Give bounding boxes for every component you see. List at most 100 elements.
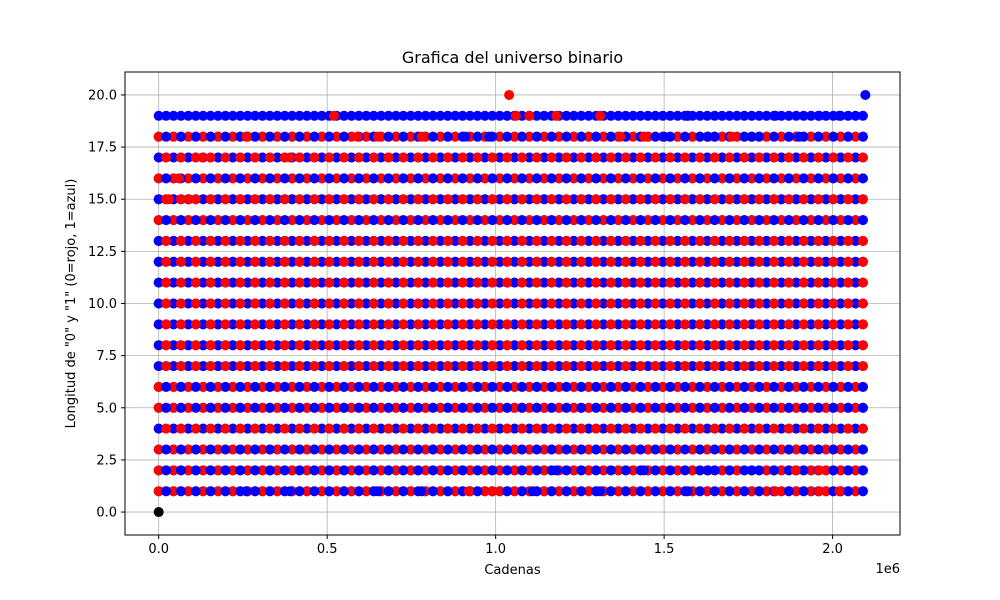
scatter-point bbox=[376, 235, 387, 246]
scatter-point bbox=[680, 361, 691, 372]
scatter-point bbox=[324, 173, 335, 184]
scatter-point bbox=[635, 110, 646, 121]
scatter-point bbox=[494, 298, 505, 309]
scatter-point bbox=[161, 277, 172, 288]
scatter-point bbox=[427, 402, 438, 413]
scatter-point bbox=[605, 110, 616, 121]
scatter-point bbox=[642, 235, 653, 246]
scatter-point bbox=[531, 256, 542, 267]
scatter-point bbox=[465, 215, 476, 226]
scatter-point bbox=[583, 298, 594, 309]
scatter-point bbox=[814, 465, 825, 476]
scatter-point bbox=[168, 235, 179, 246]
scatter-point bbox=[635, 361, 646, 372]
scatter-point bbox=[346, 277, 357, 288]
scatter-point bbox=[346, 235, 357, 246]
scatter-point bbox=[361, 256, 372, 267]
series-band bbox=[153, 173, 861, 184]
scatter-point bbox=[546, 194, 557, 205]
scatter-point bbox=[680, 444, 691, 455]
scatter-point bbox=[561, 110, 572, 121]
scatter-point bbox=[702, 444, 713, 455]
scatter-point bbox=[527, 486, 538, 497]
scatter-point bbox=[672, 194, 683, 205]
scatter-point bbox=[620, 173, 631, 184]
scatter-point bbox=[435, 402, 446, 413]
scatter-point bbox=[726, 131, 737, 142]
scatter-point bbox=[383, 319, 394, 330]
scatter-point bbox=[457, 256, 468, 267]
scatter-point bbox=[806, 256, 817, 267]
scatter-point bbox=[316, 194, 327, 205]
scatter-point bbox=[435, 486, 446, 497]
scatter-point bbox=[272, 131, 283, 142]
scatter-point bbox=[494, 194, 505, 205]
scatter-point bbox=[301, 152, 312, 163]
scatter-point bbox=[531, 423, 542, 434]
scatter-point bbox=[576, 340, 587, 351]
scatter-point bbox=[591, 444, 602, 455]
scatter-point bbox=[783, 402, 794, 413]
scatter-point bbox=[161, 110, 172, 121]
scatter-point bbox=[161, 465, 172, 476]
scatter-point bbox=[361, 194, 372, 205]
scatter-point bbox=[709, 340, 720, 351]
scatter-point bbox=[531, 215, 542, 226]
scatter-point bbox=[709, 277, 720, 288]
scatter-point bbox=[516, 173, 527, 184]
scatter-point bbox=[531, 277, 542, 288]
scatter-point bbox=[746, 465, 757, 476]
scatter-point bbox=[746, 256, 757, 267]
scatter-point bbox=[680, 152, 691, 163]
scatter-point bbox=[628, 277, 639, 288]
scatter-point bbox=[576, 277, 587, 288]
scatter-point bbox=[820, 235, 831, 246]
scatter-point bbox=[183, 131, 194, 142]
scatter-point bbox=[843, 423, 854, 434]
scatter-point bbox=[183, 152, 194, 163]
scatter-point bbox=[746, 277, 757, 288]
scatter-point bbox=[638, 131, 649, 142]
scatter-point bbox=[190, 215, 201, 226]
scatter-point bbox=[595, 486, 606, 497]
scatter-point bbox=[450, 256, 461, 267]
scatter-point bbox=[494, 402, 505, 413]
scatter-point bbox=[516, 152, 527, 163]
scatter-point bbox=[642, 173, 653, 184]
scatter-point bbox=[175, 110, 186, 121]
x-tick-label: 0.0 bbox=[148, 542, 169, 557]
scatter-point bbox=[479, 110, 490, 121]
series-band bbox=[153, 340, 861, 351]
scatter-point bbox=[628, 319, 639, 330]
scatter-point bbox=[264, 361, 275, 372]
scatter-point bbox=[190, 110, 201, 121]
scatter-point bbox=[694, 110, 705, 121]
scatter-point bbox=[279, 194, 290, 205]
scatter-point bbox=[257, 340, 268, 351]
scatter-point bbox=[857, 131, 868, 142]
scatter-point bbox=[472, 298, 483, 309]
scatter-point bbox=[427, 465, 438, 476]
scatter-point bbox=[650, 152, 661, 163]
scatter-point bbox=[717, 423, 728, 434]
scatter-point bbox=[301, 465, 312, 476]
scatter-point bbox=[702, 465, 713, 476]
scatter-point bbox=[768, 381, 779, 392]
scatter-point bbox=[472, 110, 483, 121]
scatter-point bbox=[168, 256, 179, 267]
scatter-point bbox=[739, 319, 750, 330]
scatter-point bbox=[687, 423, 698, 434]
scatter-point bbox=[598, 402, 609, 413]
scatter-point bbox=[346, 423, 357, 434]
scatter-point bbox=[324, 194, 335, 205]
scatter-point bbox=[843, 277, 854, 288]
scatter-point bbox=[554, 131, 564, 142]
scatter-point bbox=[524, 173, 535, 184]
scatter-point bbox=[576, 361, 587, 372]
scatter-point bbox=[754, 361, 765, 372]
scatter-point bbox=[746, 402, 757, 413]
scatter-point bbox=[568, 110, 579, 121]
scatter-point bbox=[680, 381, 691, 392]
scatter-point bbox=[694, 152, 705, 163]
scatter-point bbox=[257, 423, 268, 434]
